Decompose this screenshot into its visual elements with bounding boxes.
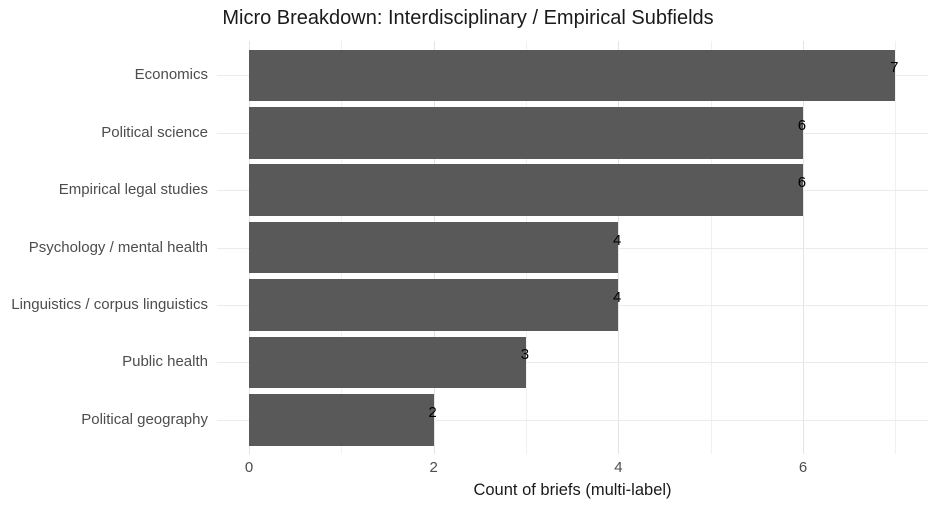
y-axis-label: Linguistics / corpus linguistics bbox=[11, 296, 208, 314]
x-axis-tick-label: 0 bbox=[244, 459, 254, 476]
y-axis-label: Political science bbox=[101, 123, 208, 141]
bar bbox=[249, 164, 804, 217]
gridline-x-major bbox=[618, 41, 620, 454]
y-axis-label: Public health bbox=[122, 353, 208, 371]
gridline-x-minor bbox=[895, 41, 897, 454]
x-axis-tick-label: 4 bbox=[614, 459, 623, 476]
bar-value-label: 7 bbox=[890, 59, 899, 77]
bar-value-label: 3 bbox=[520, 346, 530, 364]
bar-value-label: 4 bbox=[613, 289, 622, 307]
y-axis-label: Political geography bbox=[81, 410, 208, 428]
y-axis-label: Economics bbox=[134, 66, 208, 84]
chart-title: Micro Breakdown: Interdisciplinary / Emp… bbox=[222, 7, 714, 29]
x-axis-title: Count of briefs (multi-label) bbox=[473, 481, 672, 499]
plot-panel: 7 6 6 4 4 3 2 bbox=[217, 41, 928, 454]
bar-value-label: 6 bbox=[797, 116, 807, 134]
x-axis-tick-label: 6 bbox=[798, 459, 808, 476]
bar bbox=[249, 221, 619, 274]
bar bbox=[249, 279, 619, 331]
bar bbox=[249, 49, 896, 102]
x-axis-tick-label: 2 bbox=[429, 459, 438, 476]
gridline-y bbox=[217, 419, 928, 421]
gridline-x-minor bbox=[710, 41, 712, 454]
y-axis-label: Psychology / mental health bbox=[28, 238, 208, 256]
y-axis-label: Empirical legal studies bbox=[58, 181, 208, 199]
bar-value-label: 4 bbox=[613, 231, 622, 249]
gridline-y bbox=[217, 362, 928, 364]
bar bbox=[249, 394, 434, 446]
bar bbox=[249, 107, 804, 159]
bar-value-label: 2 bbox=[428, 403, 437, 421]
bar bbox=[249, 336, 527, 389]
bar-value-label: 6 bbox=[797, 174, 807, 192]
gridline-x-major bbox=[803, 41, 805, 454]
